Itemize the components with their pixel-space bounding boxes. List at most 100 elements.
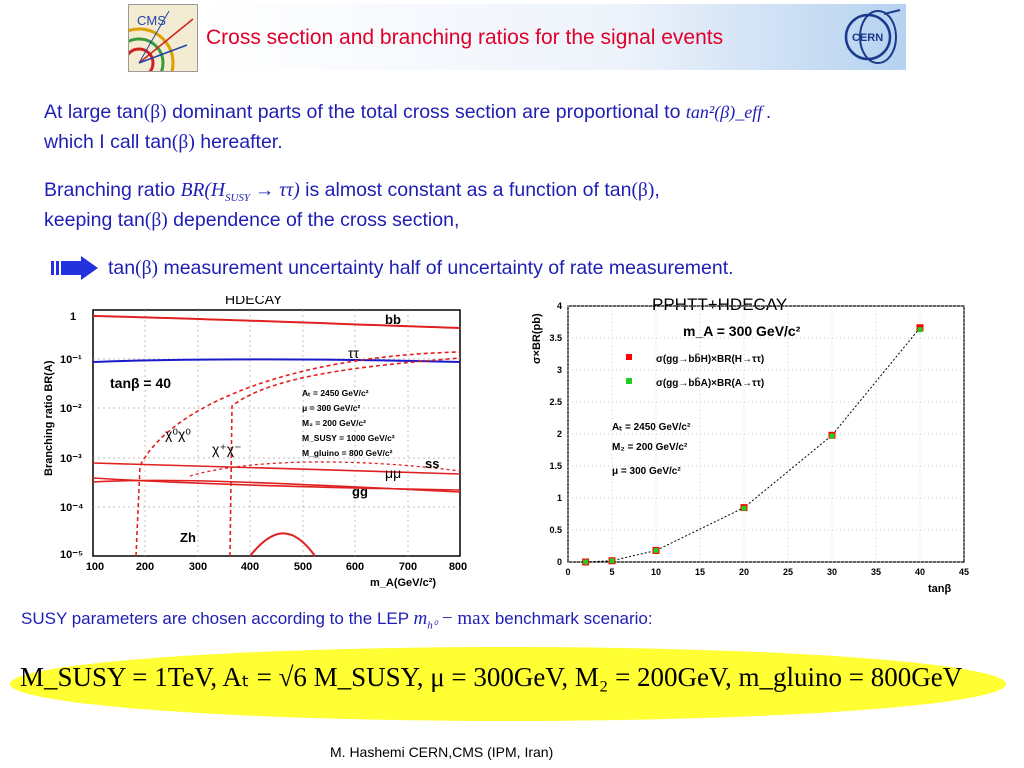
beta-symbol: (β): [171, 132, 195, 153]
right-ytick: 4: [557, 301, 562, 311]
curve-chipm: [229, 357, 461, 557]
left-chart-title: HDECAY: [225, 296, 283, 307]
curve-ss: [92, 462, 461, 475]
left-ytick: 10⁻²: [60, 403, 82, 415]
right-chart-ticks: 00.511.522.533.540 5 10 15 20 25 30 35 40 45: [549, 301, 969, 577]
text-line-2-pre: which I call tan: [44, 131, 172, 153]
text-line-3: Branching ratio BR(HSUSY → ττ) is almost…: [44, 178, 660, 210]
curve-gg: [92, 479, 461, 493]
right-param: Aₜ = 2450 GeV/c²: [612, 422, 691, 433]
text-line-3-post: is almost constant as a function of tan: [299, 179, 632, 201]
curve-bb: [92, 315, 461, 329]
branching-ratio-chart: HDECAY 1 10⁻¹ 10⁻² 10⁻³ 10⁻⁴ 10⁻⁵ 100 20…: [40, 291, 480, 590]
point-a-series: [583, 559, 589, 565]
right-ytick: 0: [557, 557, 562, 567]
right-xtick: 40: [915, 567, 925, 577]
text-line-4: keeping tan(β) dependence of the cross s…: [44, 208, 459, 233]
left-ytick: 10⁻⁵: [60, 549, 83, 561]
right-chart-params: Aₜ = 2450 GeV/c² M₂ = 200 GeV/c² μ = 300…: [612, 422, 691, 477]
susy-line: SUSY parameters are chosen according to …: [21, 608, 653, 631]
right-chart-xlabel: tanβ: [928, 583, 952, 595]
left-chart-xticks: 100 200 300 400 500 600 700 800: [86, 561, 467, 573]
br-formula: BR(H: [180, 180, 225, 201]
right-ytick: 2: [557, 429, 562, 439]
right-param: M₂ = 200 GeV/c²: [612, 442, 688, 453]
left-param: M₂ = 200 GeV/c²: [302, 418, 366, 428]
br-formula-sub: SUSY: [224, 191, 251, 204]
text-line-1: At large tan(β) dominant parts of the to…: [44, 100, 771, 125]
right-xtick: 0: [565, 567, 570, 577]
cross-section-chart: PPHTT+HDECAY 0 0.5 1 1.5 2 2.5 3 3.5 4 0 5 10 15 20 25…: [528, 292, 974, 598]
left-xtick: 600: [346, 561, 364, 573]
right-xtick: 15: [695, 567, 705, 577]
left-ytick: 1: [70, 311, 76, 323]
label-chi0chi0: χ⁰χ⁰: [165, 426, 191, 442]
left-ytick: 10⁻³: [60, 453, 82, 465]
left-xtick: 500: [294, 561, 312, 573]
point-a-series: [609, 558, 615, 564]
legend-marker-a: [626, 378, 632, 384]
formula-highlight: [8, 645, 1008, 723]
susy-formula-end: − max: [437, 608, 491, 629]
point-a-series: [653, 547, 659, 553]
label-tautau: ττ: [348, 345, 360, 361]
right-ytick: 1: [557, 493, 562, 503]
left-xtick: 200: [136, 561, 154, 573]
right-ytick: 2.5: [549, 397, 562, 407]
curve-zh: [249, 532, 316, 557]
left-xtick: 400: [241, 561, 259, 573]
label-bb: bb: [385, 312, 401, 327]
label-chipm: χ⁺χ⁻: [212, 441, 241, 457]
right-ytick: 1.5: [549, 461, 562, 471]
left-param: M_SUSY = 1000 GeV/c²: [302, 433, 395, 443]
cern-logo: CERN: [838, 6, 906, 68]
left-chart-grid: [93, 310, 460, 556]
susy-formula-sub: h⁰: [427, 619, 438, 632]
cms-logo-text: CMS: [137, 13, 166, 28]
block-arrow-icon: [50, 255, 102, 281]
point-a-series: [829, 433, 835, 439]
curve-dashed-mid: [189, 461, 461, 477]
label-mumu: μμ: [385, 465, 401, 481]
left-xtick: 800: [449, 561, 467, 573]
cern-logo-text: CERN: [852, 32, 883, 44]
beta-symbol: (β): [631, 180, 655, 201]
left-xtick: 700: [399, 561, 417, 573]
header-band: [196, 4, 906, 70]
right-xtick: 25: [783, 567, 793, 577]
right-chart-grid: [567, 305, 965, 563]
beta-symbol: (β): [143, 102, 167, 123]
page-title: Cross section and branching ratios for t…: [206, 26, 724, 49]
right-param: μ = 300 GeV/c²: [612, 466, 681, 477]
left-param: M_gluino = 800 GeV/c²: [302, 448, 393, 458]
br-formula-end: → ττ): [250, 180, 300, 201]
right-ytick: 0.5: [549, 525, 562, 535]
benchmark-formula: M_SUSY = 1TeV, Aₜ = √6 M_SUSY, μ = 300Ge…: [20, 662, 963, 692]
left-chart-yticks: 1 10⁻¹ 10⁻² 10⁻³ 10⁻⁴ 10⁻⁵: [60, 311, 83, 561]
beta-symbol: (β): [135, 258, 159, 279]
point-a-series: [917, 327, 923, 333]
legend-marker-h: [626, 354, 632, 360]
label-gg: gg: [352, 484, 368, 499]
curve-tautau: [92, 358, 461, 363]
left-param: Aₜ = 2450 GeV/c²: [302, 388, 369, 398]
right-chart-mass: m_A = 300 GeV/c²: [683, 323, 801, 339]
left-param: μ = 300 GeV/c²: [302, 403, 361, 413]
text-line-1-post: dominant parts of the total cross sectio…: [166, 101, 686, 123]
right-ytick: 3.5: [549, 333, 562, 343]
right-xtick: 30: [827, 567, 837, 577]
label-ss: ss: [425, 456, 439, 471]
curve-chi0chi0: [135, 351, 461, 557]
beta-symbol: (β): [144, 210, 168, 231]
text-line-5-post: measurement uncertainty half of uncertai…: [158, 257, 734, 279]
susy-pre: SUSY parameters are chosen according to …: [21, 609, 414, 628]
right-xtick: 35: [871, 567, 881, 577]
text-line-5-pre: tan: [108, 257, 136, 279]
text-line-3-pre: Branching ratio: [44, 179, 181, 201]
point-a-series: [741, 505, 747, 511]
left-chart-params: Aₜ = 2450 GeV/c² μ = 300 GeV/c² M₂ = 200…: [302, 388, 395, 458]
right-xtick: 20: [739, 567, 749, 577]
highlight-ellipse: [10, 647, 1006, 721]
text-line-2: which I call tan(β) hereafter.: [44, 130, 283, 155]
text-line-1-pre: At large tan: [44, 101, 144, 123]
